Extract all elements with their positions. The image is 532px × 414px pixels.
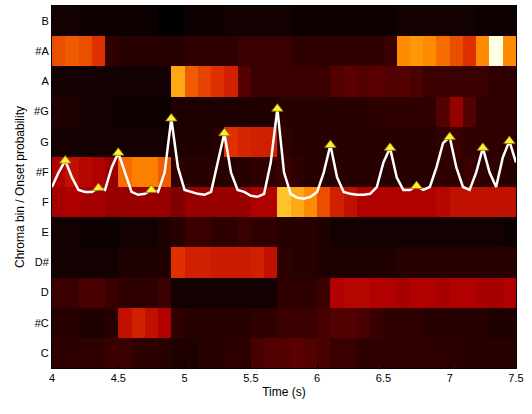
svg-text:5.5: 5.5: [243, 372, 258, 384]
svg-text:D#: D#: [35, 256, 50, 268]
svg-text:#F: #F: [36, 166, 49, 178]
svg-text:G: G: [40, 136, 49, 148]
svg-text:4.5: 4.5: [111, 372, 126, 384]
svg-text:#C: #C: [35, 317, 49, 329]
svg-text:#G: #G: [34, 105, 49, 117]
svg-text:D: D: [41, 286, 49, 298]
svg-text:6.5: 6.5: [376, 372, 391, 384]
svg-text:5: 5: [182, 372, 188, 384]
svg-text:F: F: [42, 196, 49, 208]
svg-text:E: E: [41, 226, 48, 238]
svg-text:C: C: [41, 347, 49, 359]
svg-text:7: 7: [447, 372, 453, 384]
svg-text:B: B: [41, 15, 48, 27]
svg-text:Time (s): Time (s): [262, 385, 306, 399]
svg-text:#A: #A: [35, 45, 49, 57]
svg-text:7.5: 7.5: [508, 372, 523, 384]
svg-text:4: 4: [49, 372, 55, 384]
svg-text:6: 6: [314, 372, 320, 384]
svg-text:Chroma bin / Onset probability: Chroma bin / Onset probability: [13, 106, 27, 268]
svg-text:A: A: [41, 75, 49, 87]
